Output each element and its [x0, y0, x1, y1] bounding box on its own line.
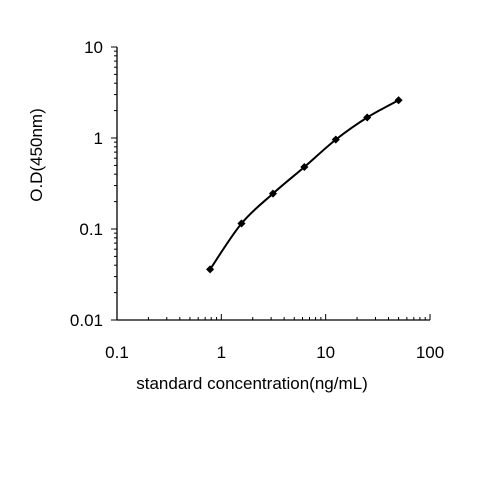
data-point-marker — [205, 265, 215, 274]
series-line — [209, 99, 400, 270]
x-tick-label: 10 — [316, 343, 335, 362]
data-point-marker — [237, 219, 246, 228]
ticks — [111, 46, 431, 321]
x-tick-label: 100 — [416, 343, 444, 362]
data-point-marker — [394, 96, 403, 105]
x-tick-label: 1 — [217, 343, 226, 362]
series — [205, 96, 403, 274]
data-point-marker — [331, 135, 340, 144]
x-tick-label: 0.1 — [105, 343, 129, 362]
y-tick-label: 1 — [94, 129, 103, 148]
axes — [116, 47, 430, 321]
x-axis-title: standard concentration(ng/mL) — [136, 374, 368, 393]
y-tick-label: 10 — [84, 38, 103, 57]
data-point-marker — [268, 189, 278, 198]
data-point-marker — [300, 162, 309, 172]
data-point-marker — [363, 113, 372, 122]
y-tick-label: 0.1 — [79, 220, 103, 239]
y-tick-label: 0.01 — [70, 311, 103, 330]
y-axis-title: O.D(450nm) — [27, 108, 46, 202]
